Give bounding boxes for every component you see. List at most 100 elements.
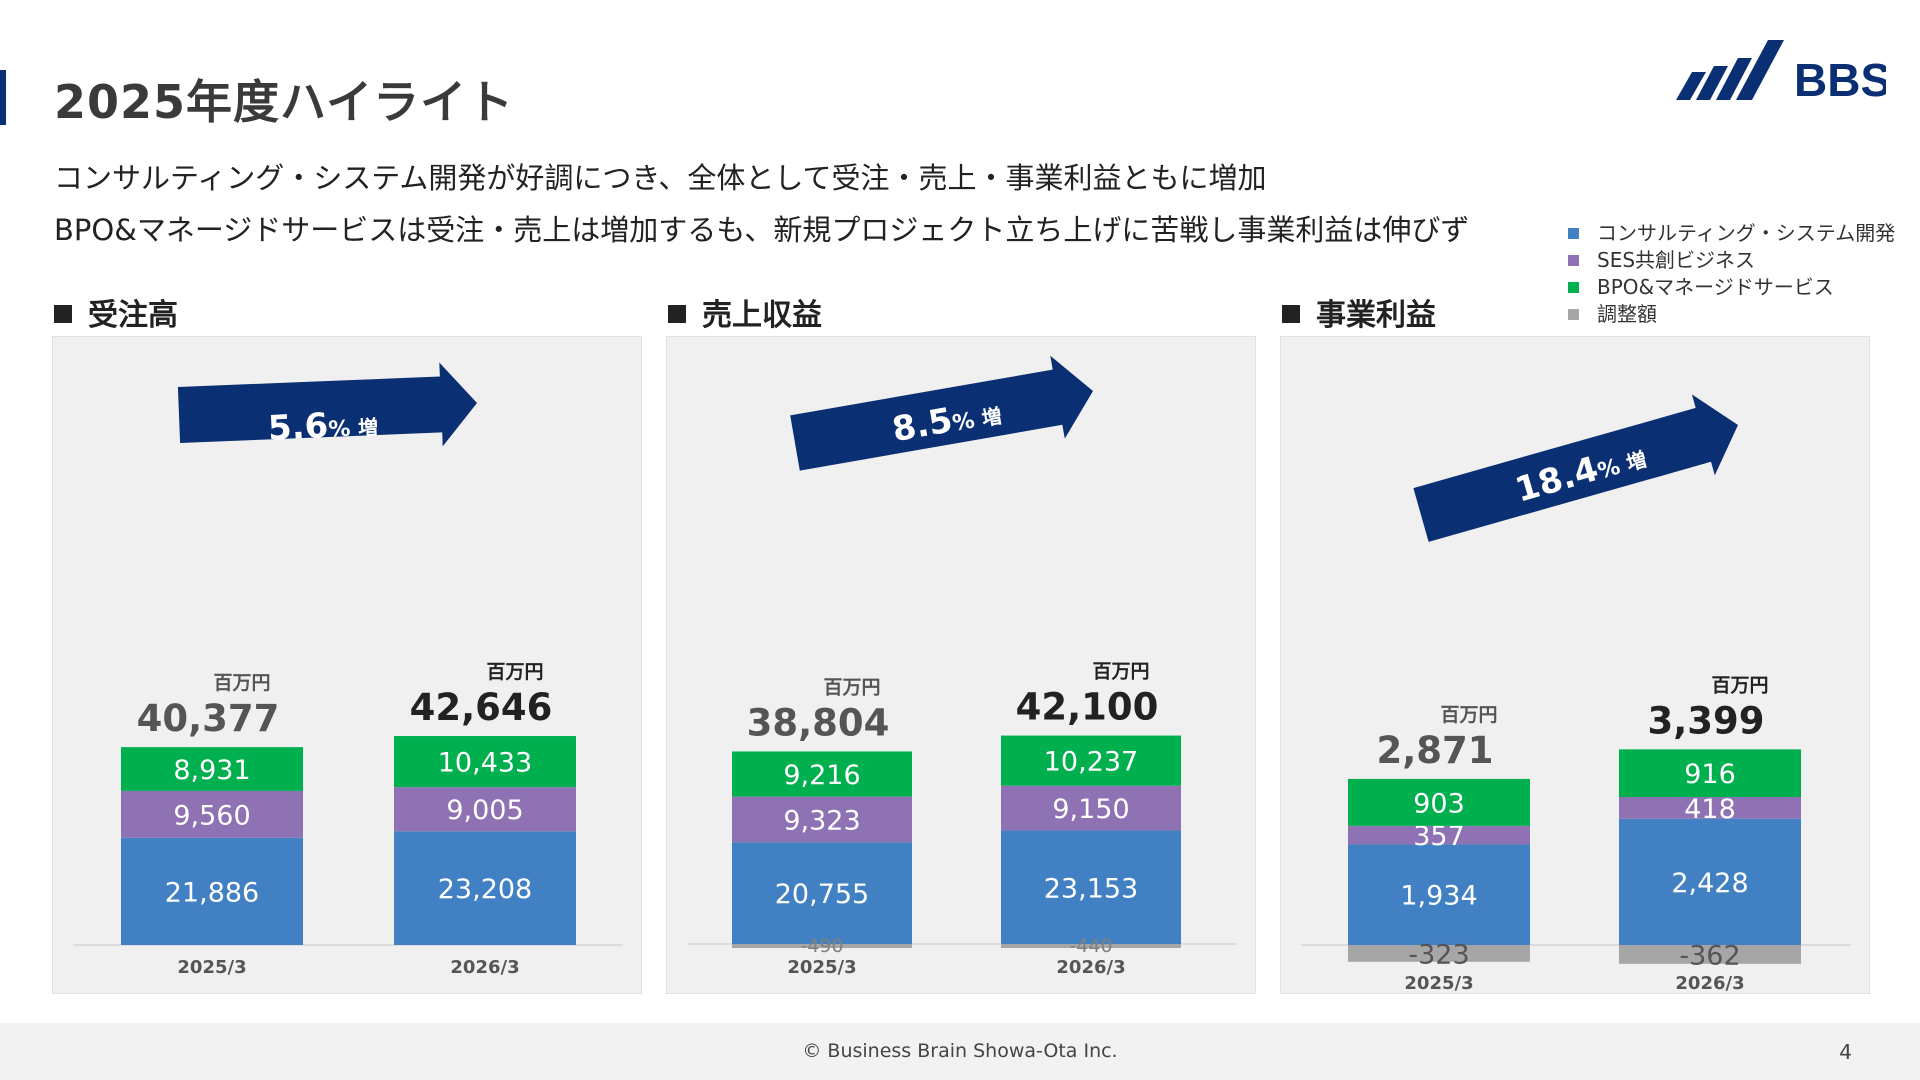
- bar-segment: [732, 842, 912, 944]
- copyright: © Business Brain Showa-Ota Inc.: [802, 1040, 1118, 1062]
- revenue-chart: 8.5% 増 20,755 9,323 9,216 -490 百万円 38,804 2025/…: [687, 355, 1237, 978]
- bar-segment: [1619, 797, 1801, 819]
- summary-text: コンサルティング・システム開発が好調につき、全体として受注・売上・事業利益ともに…: [54, 152, 1469, 256]
- data-label: 10,237: [1044, 747, 1138, 778]
- data-label: 1,934: [1400, 881, 1477, 912]
- title-accent-bar: [0, 70, 6, 125]
- data-label: 9,323: [783, 805, 860, 836]
- legend-label: コンサルティング・システム開発: [1597, 221, 1896, 245]
- bar-segment: [732, 751, 912, 797]
- section-title: 受注高: [88, 298, 178, 333]
- data-label: 10,433: [438, 748, 532, 779]
- data-label: 20,755: [775, 879, 869, 910]
- data-label: 8,931: [173, 755, 250, 786]
- chart-panel-profit: 18.4% 増 1,934 357 903 -323 百万円 2,871 2025/3 2,42…: [1280, 336, 1870, 994]
- footer: © Business Brain Showa-Ota Inc. 4: [0, 1023, 1920, 1080]
- section-marker: [1282, 305, 1300, 323]
- growth-arrow: [177, 362, 477, 447]
- total-label: 40,377: [137, 697, 280, 740]
- legend-item-consulting: コンサルティング・システム開発: [1568, 220, 1895, 247]
- bar-segment: [1348, 778, 1530, 826]
- data-label-adjustment: -323: [1408, 939, 1469, 970]
- bar-segment-negative: [1619, 945, 1801, 964]
- page-title: 2025年度ハイライト: [54, 75, 515, 129]
- data-label: 9,150: [1052, 794, 1129, 825]
- data-label: 9,005: [446, 795, 523, 826]
- total-label: 3,399: [1647, 699, 1764, 742]
- category-label: 2026/3: [450, 957, 519, 978]
- page-number: 4: [1839, 1040, 1852, 1064]
- growth-arrow: [790, 355, 1093, 471]
- total-label: 42,100: [1016, 686, 1159, 729]
- data-label: 23,208: [438, 874, 532, 905]
- legend-swatch: [1568, 309, 1579, 320]
- data-label: 23,153: [1044, 873, 1138, 904]
- bar-segment: [121, 790, 303, 838]
- bar-segment: [394, 831, 576, 945]
- data-label: 418: [1684, 794, 1736, 825]
- data-label: 2,428: [1671, 868, 1748, 899]
- legend-swatch: [1568, 228, 1579, 239]
- unit-label: 百万円: [1092, 661, 1149, 683]
- bar-segment: [1348, 844, 1530, 945]
- company-logo: BBS: [1676, 40, 1886, 102]
- bar-segment-negative: [1348, 945, 1530, 962]
- section-head-revenue: 売上収益: [668, 290, 822, 334]
- total-label: 38,804: [747, 701, 890, 744]
- unit-label: 百万円: [213, 672, 270, 694]
- legend-item-ses: SES共創ビジネス: [1568, 247, 1895, 274]
- chart-legend: コンサルティング・システム開発 SES共創ビジネス BPO&マネージドサービス …: [1568, 220, 1895, 328]
- orders-chart: 5.6% 増 21,886 9,560 8,931 百万円 40,377 2025/3 23,…: [73, 362, 623, 978]
- unit-label: 百万円: [1440, 704, 1497, 726]
- category-label: 2025/3: [1404, 973, 1473, 994]
- legend-item-bpo: BPO&マネージドサービス: [1568, 274, 1895, 301]
- category-label: 2026/3: [1675, 973, 1744, 994]
- legend-label: 調整額: [1597, 302, 1657, 326]
- section-marker: [54, 305, 72, 323]
- bar-segment: [1348, 825, 1530, 845]
- bar-segment: [732, 796, 912, 843]
- data-label-adjustment: -490: [800, 935, 843, 957]
- profit-chart: 18.4% 増1,934357903-323百万円2,8712025/32,42…: [1301, 394, 1851, 994]
- unit-label: 百万円: [1711, 674, 1768, 696]
- growth-arrow: [1413, 394, 1738, 542]
- category-label: 2025/3: [787, 957, 856, 978]
- legend-item-adjustment: 調整額: [1568, 301, 1895, 328]
- chart-panel-orders: 5.6% 増 21,886 9,560 8,931 百万円 40,377 2025/3 23,…: [52, 336, 642, 994]
- growth-label: 5.6% 増: [267, 403, 379, 449]
- logo-text: BBS: [1794, 54, 1886, 102]
- bar-segment: [121, 747, 303, 791]
- bar-segment-negative: [1001, 944, 1181, 948]
- unit-label: 百万円: [823, 676, 880, 698]
- section-head-orders: 受注高: [54, 290, 178, 334]
- legend-swatch: [1568, 255, 1579, 266]
- category-label: 2025/3: [177, 957, 246, 978]
- bar-segment: [1001, 785, 1181, 831]
- data-label: 9,560: [173, 800, 250, 831]
- total-label: 42,646: [410, 686, 553, 729]
- bar-segment: [1001, 735, 1181, 786]
- data-label: 357: [1413, 821, 1465, 852]
- data-label: 21,886: [165, 877, 259, 908]
- data-label: 9,216: [783, 760, 860, 791]
- data-label: 903: [1413, 788, 1465, 819]
- section-title: 事業利益: [1316, 298, 1436, 333]
- data-label-adjustment: -440: [1069, 935, 1112, 957]
- legend-swatch: [1568, 282, 1579, 293]
- legend-label: BPO&マネージドサービス: [1597, 275, 1834, 299]
- data-label: 916: [1684, 759, 1736, 790]
- bar-segment: [1001, 830, 1181, 944]
- bar-segment: [121, 837, 303, 945]
- category-label: 2026/3: [1056, 957, 1125, 978]
- growth-label: 8.5% 増: [889, 392, 1004, 450]
- bar-segment: [394, 787, 576, 832]
- bar-segment: [394, 736, 576, 788]
- summary-line-1: コンサルティング・システム開発が好調につき、全体として受注・売上・事業利益ともに…: [54, 161, 1267, 195]
- legend-label: SES共創ビジネス: [1597, 248, 1756, 272]
- summary-line-2: BPO&マネージドサービスは受注・売上は増加するも、新規プロジェクト立ち上げに苦…: [54, 213, 1470, 247]
- section-head-profit: 事業利益: [1282, 290, 1436, 334]
- section-marker: [668, 305, 686, 323]
- bar-segment-negative: [732, 944, 912, 948]
- total-label: 2,871: [1376, 729, 1493, 772]
- bar-segment: [1619, 818, 1801, 945]
